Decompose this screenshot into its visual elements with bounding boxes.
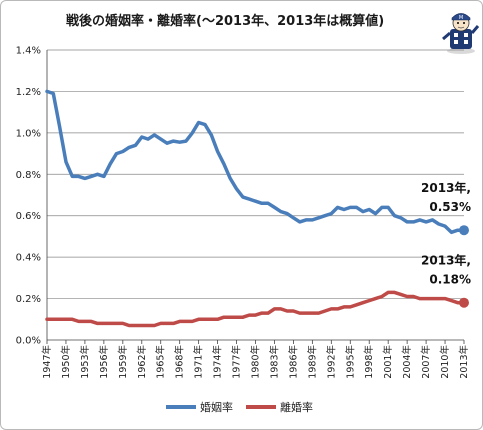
- x-tick-label: 1965年: [155, 345, 167, 379]
- x-tick-label: 2013年: [458, 345, 470, 379]
- x-tick-label: 1977年: [231, 345, 243, 379]
- x-tick-label: 1962年: [136, 345, 148, 379]
- annotation-year-1: 2013年,: [421, 253, 471, 268]
- y-tick-label: 0.0%: [16, 336, 41, 347]
- series-endpoint-0: [459, 225, 469, 236]
- x-tick-label: 1989年: [306, 345, 318, 379]
- x-tick-label: 1998年: [363, 345, 375, 379]
- x-tick-label: 1971年: [193, 345, 205, 379]
- x-tick-label: 1980年: [250, 345, 262, 379]
- series-endpoint-1: [459, 297, 469, 308]
- x-tick-label: 1956年: [98, 345, 110, 379]
- legend-label-0: 婚姻率: [200, 400, 233, 414]
- chart-title: 戦後の婚姻率・離婚率(～2013年、2013年は概算値): [66, 13, 384, 29]
- x-tick-label: 1974年: [212, 345, 224, 379]
- annotation-value-0: 0.53%: [429, 200, 471, 214]
- x-tick-label: 1968年: [174, 345, 186, 379]
- annotation-value-1: 0.18%: [429, 273, 471, 287]
- person-mascot-icon: M: [442, 13, 480, 54]
- annotation-year-0: 2013年,: [421, 180, 471, 195]
- mascot-cap-letter: M: [459, 15, 463, 21]
- legend-label-1: 離婚率: [280, 400, 313, 414]
- x-tick-label: 2004年: [401, 345, 413, 379]
- y-tick-label: 0.6%: [16, 211, 41, 222]
- series-line-0: [45, 89, 466, 235]
- x-tick-label: 1995年: [344, 345, 356, 379]
- series-line-1: [45, 290, 466, 328]
- x-tick-label: 1950年: [60, 345, 72, 379]
- x-tick-label: 2010年: [439, 345, 451, 379]
- x-tick-label: 1986年: [287, 345, 299, 379]
- y-tick-label: 0.2%: [16, 294, 41, 305]
- x-tick-label: 1959年: [117, 345, 129, 379]
- x-tick-label: 1983年: [268, 345, 280, 379]
- x-tick-label: 2007年: [420, 345, 432, 379]
- y-tick-label: 1.2%: [16, 87, 41, 98]
- y-tick-label: 1.0%: [16, 128, 41, 139]
- x-tick-label: 1947年: [41, 345, 53, 379]
- x-tick-label: 1953年: [79, 345, 91, 379]
- y-tick-label: 0.8%: [16, 170, 41, 181]
- y-tick-label: 1.4%: [16, 46, 41, 57]
- x-tick-label: 1992年: [325, 345, 337, 379]
- x-tick-label: 2001年: [382, 345, 394, 379]
- y-tick-label: 0.4%: [16, 253, 41, 264]
